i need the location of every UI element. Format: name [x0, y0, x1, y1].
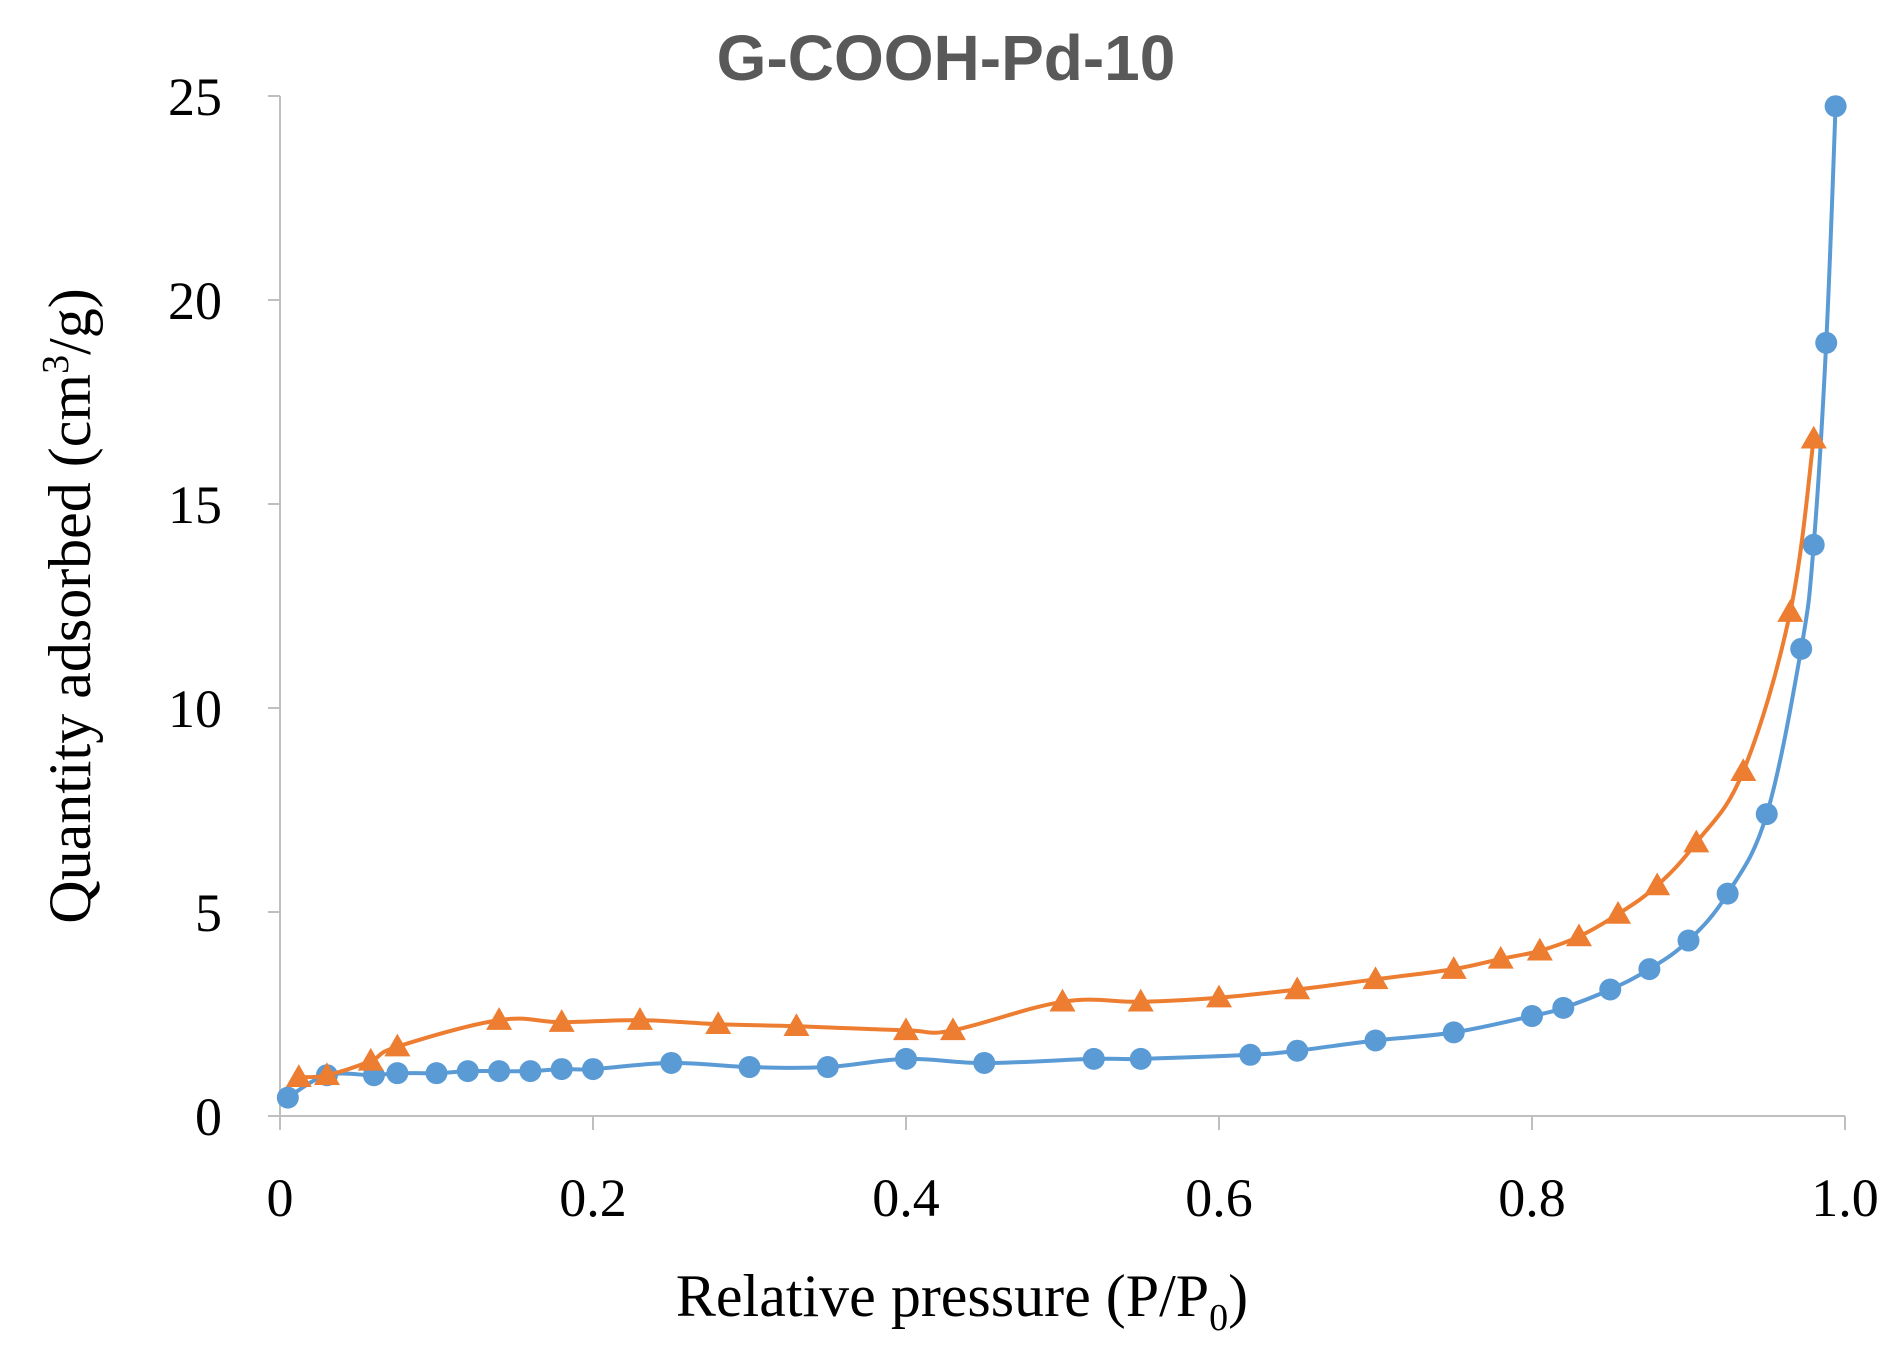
desorption-point	[285, 1064, 312, 1087]
desorption-line	[298, 438, 1816, 1080]
adsorption-point	[1638, 958, 1661, 981]
adsorption-point	[1802, 533, 1825, 556]
y-tick-label: 10	[168, 679, 222, 739]
desorption-point	[1440, 956, 1467, 979]
desorption-point	[705, 1011, 732, 1034]
x-tick-label: 1.0	[1811, 1168, 1879, 1228]
adsorption-point	[276, 1086, 299, 1109]
adsorption-point	[1364, 1029, 1387, 1052]
desorption-point	[1049, 988, 1076, 1012]
adsorption-point	[1824, 95, 1847, 118]
desorption-point	[486, 1007, 513, 1030]
adsorption-point	[425, 1062, 448, 1085]
x-tick-label: 0.4	[872, 1168, 940, 1228]
desorption-point	[939, 1017, 966, 1041]
x-tick-label: 0.2	[559, 1168, 627, 1228]
desorption-point	[357, 1047, 384, 1071]
adsorption-point	[738, 1056, 761, 1079]
adsorption-point	[1755, 803, 1778, 826]
adsorption-line	[286, 106, 1838, 1100]
desorption-point	[626, 1007, 653, 1030]
adsorption-point	[1082, 1047, 1105, 1070]
series-adsorption	[276, 95, 1847, 1109]
desorption-point	[548, 1009, 575, 1032]
y-tick-label: 5	[195, 883, 222, 943]
adsorption-point	[1239, 1043, 1262, 1066]
desorption-point	[1362, 966, 1389, 990]
desorption-point	[1284, 976, 1311, 1000]
desorption-point	[1127, 988, 1154, 1012]
series-desorption	[285, 425, 1827, 1087]
desorption-point	[1526, 937, 1553, 961]
desorption-point	[384, 1033, 411, 1057]
y-tick-label: 15	[168, 475, 222, 535]
desorption-point	[893, 1017, 919, 1041]
y-tick-label: 0	[195, 1087, 222, 1147]
series-layer	[276, 95, 1847, 1109]
adsorption-point	[1521, 1005, 1543, 1028]
axes	[279, 96, 1845, 1117]
y-ticks: 0 5 10 15 20 25	[168, 67, 280, 1147]
desorption-point	[1777, 599, 1804, 622]
desorption-point	[1683, 829, 1710, 853]
adsorption-point	[660, 1051, 683, 1074]
adsorption-point	[1677, 929, 1700, 952]
adsorption-point	[1442, 1021, 1465, 1044]
desorption-point	[313, 1062, 340, 1085]
desorption-point	[1800, 425, 1827, 449]
desorption-point	[1730, 758, 1757, 781]
adsorption-point	[1552, 996, 1575, 1019]
adsorption-point	[1790, 637, 1813, 660]
x-axis-label: Relative pressure (P/P0)	[676, 1263, 1248, 1339]
desorption-point	[1605, 901, 1632, 924]
adsorption-point	[973, 1051, 996, 1074]
y-tick-label: 20	[168, 271, 222, 331]
x-tick-label: 0.8	[1498, 1168, 1566, 1228]
desorption-point	[1565, 923, 1592, 947]
desorption-point	[1487, 945, 1514, 969]
desorption-point	[1206, 984, 1232, 1008]
adsorption-point	[1286, 1039, 1309, 1062]
adsorption-point	[816, 1056, 839, 1079]
adsorption-point	[1815, 331, 1838, 354]
adsorption-point	[550, 1058, 573, 1081]
y-tick-label: 25	[168, 67, 222, 127]
x-tick-label: 0	[267, 1168, 294, 1228]
adsorption-point	[1599, 978, 1622, 1001]
adsorption-point	[1716, 882, 1739, 905]
chart-title: G-COOH-Pd-10	[717, 22, 1176, 94]
y-axis-label: Quantity adsorbed (cm3/g)	[35, 288, 103, 924]
adsorption-point	[519, 1060, 542, 1083]
desorption-point	[783, 1013, 810, 1036]
adsorption-point	[488, 1060, 511, 1083]
adsorption-point	[386, 1062, 409, 1085]
x-ticks: 0 0.2 0.4 0.6 0.8 1.0	[267, 1116, 1879, 1228]
adsorption-point	[895, 1047, 917, 1070]
adsorption-point	[582, 1058, 604, 1081]
x-tick-label: 0.6	[1185, 1168, 1253, 1228]
desorption-point	[1644, 872, 1671, 896]
adsorption-point	[456, 1060, 479, 1083]
adsorption-point	[1129, 1047, 1152, 1070]
